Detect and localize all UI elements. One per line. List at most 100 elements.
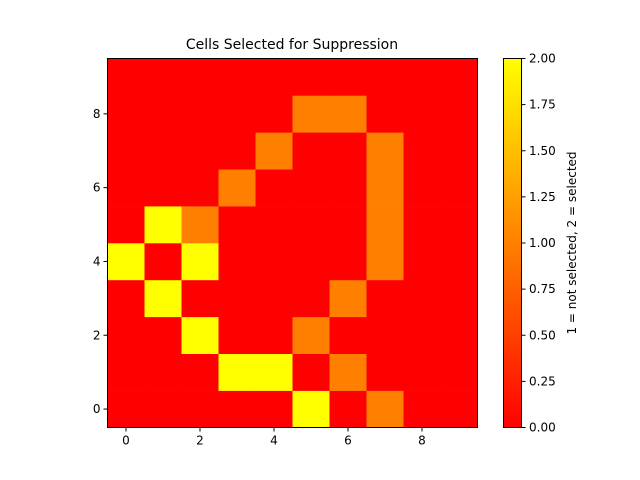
y-tick-label: 2 — [93, 328, 101, 342]
heatmap-cell — [181, 279, 219, 318]
heatmap-cell — [255, 353, 293, 391]
heatmap-cell — [218, 95, 256, 133]
heatmap-cell — [218, 132, 256, 170]
heatmap-cell — [144, 243, 182, 281]
heatmap-cell — [107, 353, 145, 391]
heatmap-cell — [255, 58, 293, 96]
heatmap-cell — [255, 390, 293, 428]
colorbar-tick-label: 0.25 — [529, 374, 556, 388]
heatmap-cell — [366, 58, 404, 96]
heatmap-cell — [292, 243, 330, 281]
heatmap-cell — [218, 243, 256, 281]
colorbar — [503, 58, 522, 428]
heatmap-cell — [366, 353, 404, 391]
heatmap-cell — [255, 95, 293, 133]
heatmap-cell — [181, 132, 219, 170]
heatmap-cell — [255, 169, 293, 207]
colorbar-tick-label: 2.00 — [529, 52, 556, 66]
heatmap-cell — [440, 390, 478, 428]
heatmap-cell — [440, 206, 478, 244]
heatmap-cell — [366, 316, 404, 354]
heatmap-cell — [255, 243, 293, 281]
heatmap-cell — [107, 95, 145, 133]
heatmap-cell — [366, 390, 404, 428]
axis-ticks: 0 2 4 6 8 0 2 4 6 8 — [93, 107, 426, 448]
heatmap-cell — [107, 58, 145, 96]
heatmap-cell — [292, 279, 330, 318]
heatmap-cell — [218, 390, 256, 428]
chart-title: Cells Selected for Suppression — [186, 37, 398, 53]
heatmap-cell — [366, 169, 404, 207]
y-tick-label: 8 — [93, 107, 101, 121]
heatmap-cell — [403, 243, 441, 281]
heatmap-cell — [144, 58, 182, 96]
heatmap-cell — [255, 316, 293, 354]
heatmap-cell — [144, 95, 182, 133]
x-tick-label: 2 — [196, 434, 204, 448]
heatmap-cell — [329, 206, 367, 244]
heatmap-cell — [181, 169, 219, 207]
heatmap-cell — [329, 58, 367, 96]
heatmap-cell — [218, 316, 256, 354]
x-tick-label: 8 — [418, 434, 426, 448]
heatmap-cell — [440, 353, 478, 391]
y-tick-label: 6 — [93, 181, 101, 195]
heatmap-cell — [144, 316, 182, 354]
heatmap-cell — [144, 279, 182, 318]
heatmap-cell — [107, 316, 145, 354]
heatmap-cell — [181, 316, 219, 354]
colorbar-tick-label: 1.75 — [529, 98, 556, 112]
heatmap-cell — [292, 132, 330, 170]
heatmap-cell — [107, 132, 145, 170]
heatmap-cell — [144, 132, 182, 170]
x-tick-label: 6 — [344, 434, 352, 448]
heatmap-cell — [292, 169, 330, 207]
heatmap-cell — [181, 390, 219, 428]
heatmap-cell — [403, 279, 441, 318]
heatmap-cell — [403, 316, 441, 354]
heatmap-cell — [440, 279, 478, 318]
heatmap-cell — [329, 316, 367, 354]
heatmap-cell — [292, 206, 330, 244]
heatmap-cell — [329, 95, 367, 133]
heatmap-cell — [181, 95, 219, 133]
heatmap-cell — [440, 132, 478, 170]
heatmap-cell — [292, 353, 330, 391]
heatmap-cell — [440, 316, 478, 354]
heatmap-cell — [366, 279, 404, 318]
heatmap-cell — [181, 353, 219, 391]
heatmap-cell — [403, 353, 441, 391]
heatmap-cell — [403, 132, 441, 170]
plot-frame — [107, 58, 478, 428]
heatmap-cell — [403, 169, 441, 207]
heatmap-cell — [440, 169, 478, 207]
heatmap-cell — [107, 169, 145, 207]
heatmap-cell — [440, 243, 478, 281]
heatmap-cell — [329, 132, 367, 170]
x-tick-label: 0 — [122, 434, 130, 448]
heatmap-cell — [329, 243, 367, 281]
heatmap-cell — [218, 279, 256, 318]
heatmap-cell — [181, 206, 219, 244]
heatmap-cell — [144, 169, 182, 207]
heatmap-cell — [218, 353, 256, 391]
heatmap-cell — [255, 206, 293, 244]
heatmap-cell — [292, 390, 330, 428]
colorbar-ticks: 0.00 0.25 0.50 0.75 1.00 1.25 1.50 1.75 2.00 — [521, 52, 556, 435]
colorbar-tick-label: 1.50 — [529, 144, 556, 158]
x-tick-label: 4 — [270, 434, 278, 448]
heatmap-cell — [440, 58, 478, 96]
heatmap-cell — [366, 132, 404, 170]
colorbar-label: 1 = not selected, 2 = selected — [565, 151, 579, 334]
heatmap-cell — [181, 243, 219, 281]
heatmap-cell — [329, 169, 367, 207]
colorbar-tick-label: 0.00 — [529, 421, 556, 435]
heatmap-cell — [366, 206, 404, 244]
heatmap-cell — [107, 279, 145, 318]
heatmap-cell — [403, 95, 441, 133]
heatmap-cell — [440, 95, 478, 133]
heatmap-cell — [292, 95, 330, 133]
y-tick-label: 4 — [93, 254, 101, 268]
heatmap-cells — [107, 58, 478, 428]
